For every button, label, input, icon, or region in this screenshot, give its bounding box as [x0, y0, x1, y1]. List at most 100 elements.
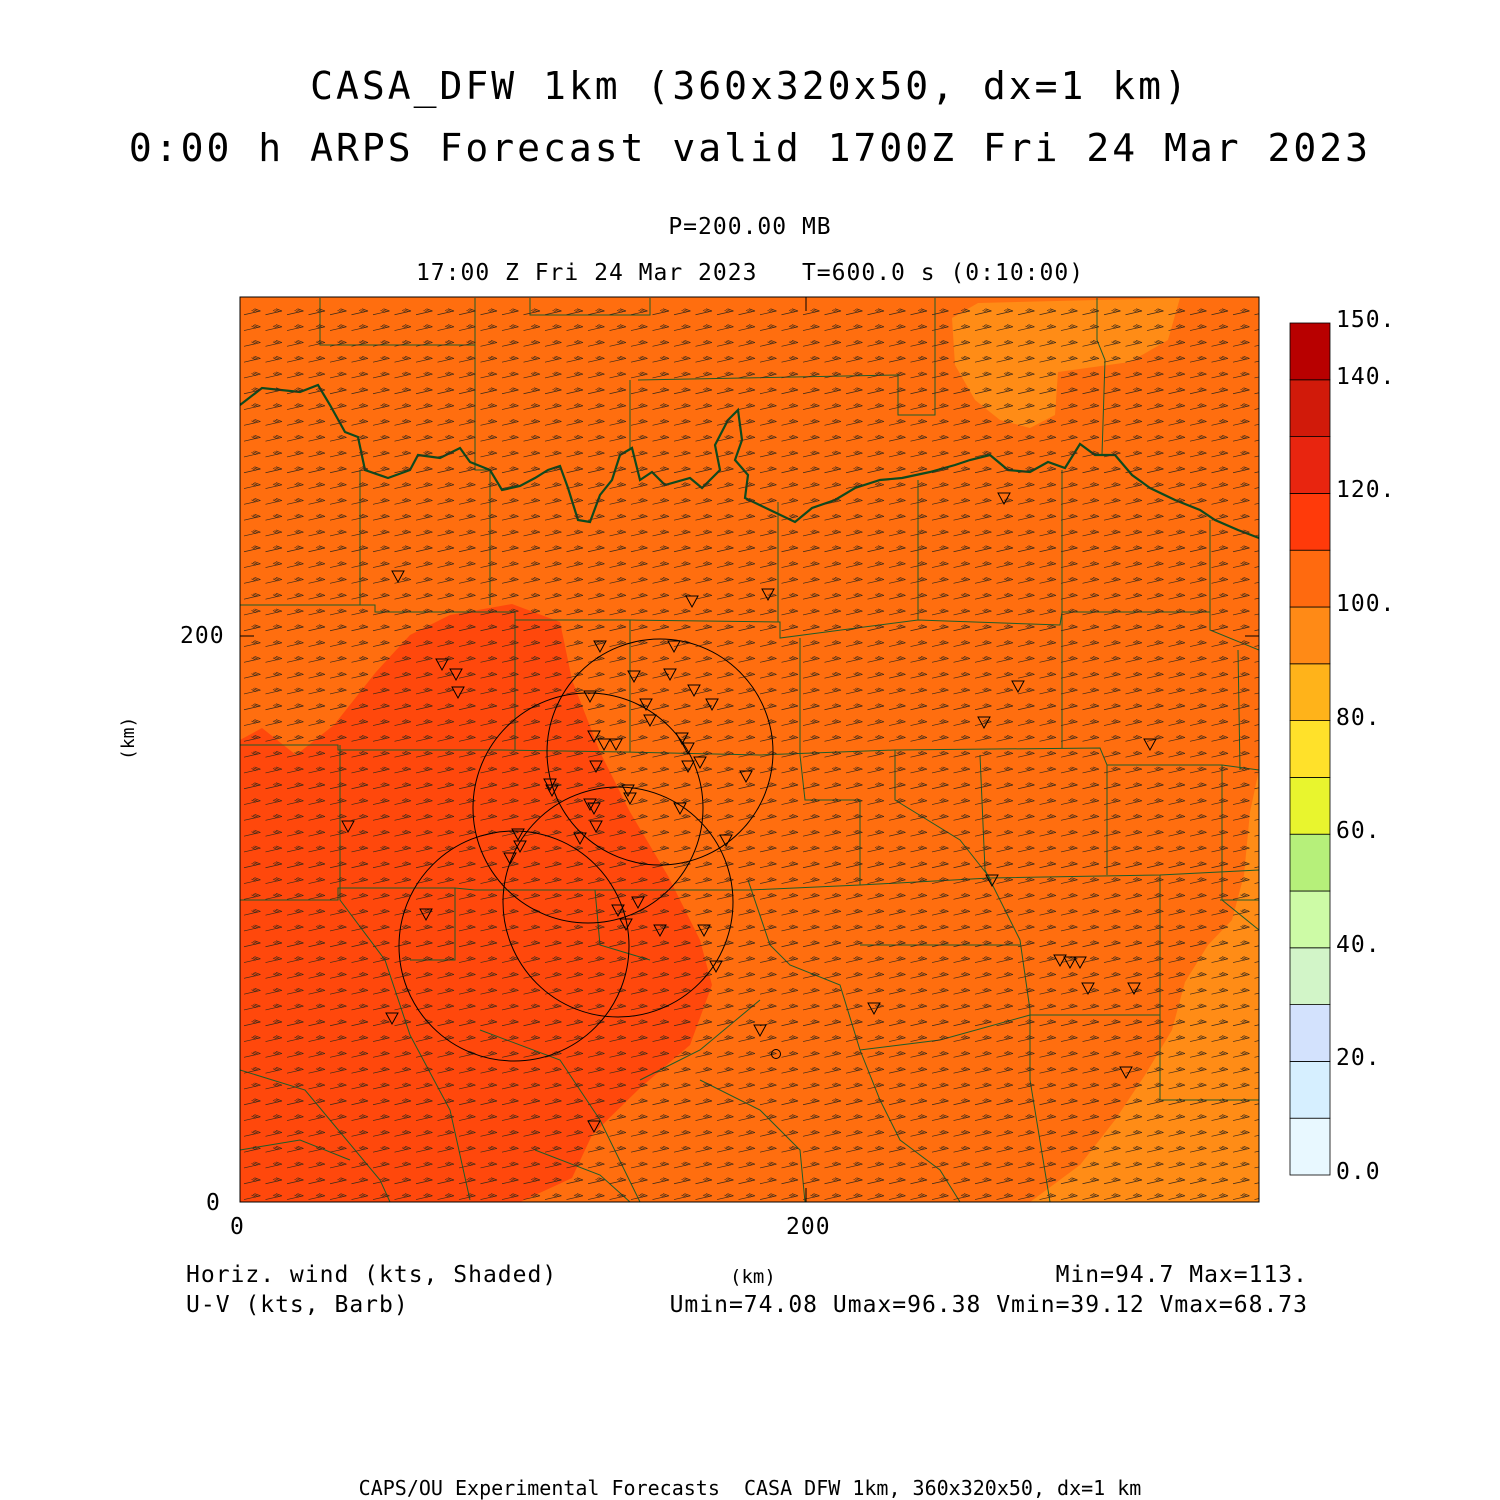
county-boundary: [240, 744, 1259, 771]
uv-stats-readout: Umin=74.08 Umax=96.38 Vmin=39.12 Vmax=68…: [669, 1292, 1308, 1318]
radar-site-marker: [753, 1024, 767, 1038]
radar-site-marker: [1053, 954, 1067, 968]
radar-site-marker: [1127, 982, 1141, 996]
radar-site-marker: [573, 832, 587, 846]
radar-site-marker: [643, 714, 657, 728]
y-tick-200: 200: [180, 623, 225, 649]
radar-site-marker: [739, 770, 753, 784]
radar-site-marker: [587, 802, 601, 816]
colorbar-bin: [1289, 549, 1331, 608]
shaded-field: [240, 297, 1259, 1202]
radar-site-marker: [435, 658, 449, 672]
colorbar-bin: [1289, 1004, 1331, 1062]
radar-range-ring: [546, 638, 774, 866]
radar-overlays: [341, 492, 1157, 1134]
radar-site-marker: [619, 918, 633, 932]
radar-site-marker: [867, 1002, 881, 1016]
county-boundary: [639, 999, 761, 1081]
radar-site-marker: [1119, 1066, 1133, 1080]
radar-site-marker: [391, 570, 405, 584]
radar-site-marker: [583, 690, 597, 704]
plot-frame: [239, 296, 1260, 1203]
county-boundary: [699, 1079, 806, 1202]
colorbar-label: 120.: [1336, 477, 1396, 504]
radar-site-marker: [631, 896, 645, 910]
radar-site-marker: [545, 784, 559, 798]
county-boundary: [339, 745, 471, 1201]
radar-site-marker: [341, 820, 355, 834]
wind-90-100-region-ne: [952, 298, 1180, 428]
origin-marker: [771, 1049, 781, 1059]
county-boundary: [594, 889, 651, 961]
radar-site-marker: [681, 742, 695, 756]
county-boundary: [479, 1029, 641, 1202]
radar-site-marker: [1011, 680, 1025, 694]
radar-site-marker: [513, 840, 527, 854]
radar-site-marker: [685, 595, 699, 609]
radar-site-marker: [589, 820, 603, 834]
radar-site-marker: [675, 732, 689, 746]
y-axis-label: (km): [118, 716, 139, 760]
radar-site-marker: [997, 492, 1011, 506]
colorbar-bin: [1289, 833, 1331, 892]
county-boundary: [529, 298, 651, 316]
radar-site-marker: [673, 802, 687, 816]
radar-site-marker: [709, 960, 723, 974]
radar-site-marker: [583, 798, 597, 812]
radar-site-marker: [705, 698, 719, 712]
radar-site-marker: [611, 904, 625, 918]
radar-site-marker: [697, 924, 711, 938]
colorbar-bin: [1289, 947, 1331, 1005]
county-boundary: [894, 750, 991, 879]
colorbar-bin: [1289, 492, 1331, 551]
radar-site-marker: [451, 686, 465, 700]
radar-site-marker: [449, 668, 463, 682]
y-tick-0: 0: [206, 1190, 221, 1216]
colorbar-bin: [1289, 436, 1331, 494]
radar-site-marker: [1081, 982, 1095, 996]
radar-site-marker: [587, 730, 601, 744]
radar-site-marker: [653, 924, 667, 938]
colorbar-label: 0.0: [1336, 1159, 1381, 1185]
radar-site-marker: [419, 908, 433, 922]
radar-site-marker: [593, 640, 607, 654]
colorbar-bin: [1289, 1061, 1331, 1119]
radar-site-marker: [609, 738, 623, 752]
pressure-level: P=200.00 MB: [668, 214, 832, 240]
wind-90-100-region-se: [1030, 770, 1259, 1202]
county-boundary: [474, 298, 491, 605]
radar-site-marker: [623, 792, 637, 806]
colorbar-label: 100.: [1336, 591, 1396, 617]
county-boundary: [240, 1069, 391, 1202]
radar-site-marker: [687, 684, 701, 698]
radar-site-marker: [761, 588, 775, 602]
radar-site-marker: [663, 668, 677, 682]
radar-site-marker: [1143, 738, 1157, 752]
radar-site-marker: [681, 760, 695, 774]
colorbar-label: 80.: [1336, 704, 1381, 731]
x-tick-200: 200: [786, 1214, 831, 1240]
radar-site-marker: [511, 828, 525, 842]
radar-site-marker: [587, 1120, 601, 1134]
min-max-readout: Min=94.7 Max=113.: [1055, 1262, 1308, 1288]
colorbar-bin: [1289, 663, 1331, 721]
radar-site-marker: [1063, 956, 1077, 970]
radar-site-marker: [977, 716, 991, 730]
colorbar-label: 150.: [1336, 307, 1396, 333]
radar-site-marker: [693, 756, 707, 770]
x-tick-0: 0: [230, 1214, 245, 1240]
radar-range-ring: [398, 830, 630, 1062]
county-boundary: [1237, 649, 1241, 771]
county-boundary: [1096, 298, 1106, 456]
county-boundary: [799, 638, 861, 885]
county-boundary: [240, 604, 1259, 651]
colorbar-bin: [1289, 890, 1331, 949]
radar-site-marker: [639, 698, 653, 712]
colorbar-label: 40.: [1336, 931, 1381, 958]
field-label: Horiz. wind (kts, Shaded): [186, 1262, 558, 1288]
radar-site-marker: [503, 852, 517, 866]
wind-110-120-region: [240, 604, 712, 1202]
valid-time: 17:00 Z Fri 24 Mar 2023 T=600.0 s (0:10:…: [415, 260, 1085, 286]
red-river: [240, 383, 1259, 540]
